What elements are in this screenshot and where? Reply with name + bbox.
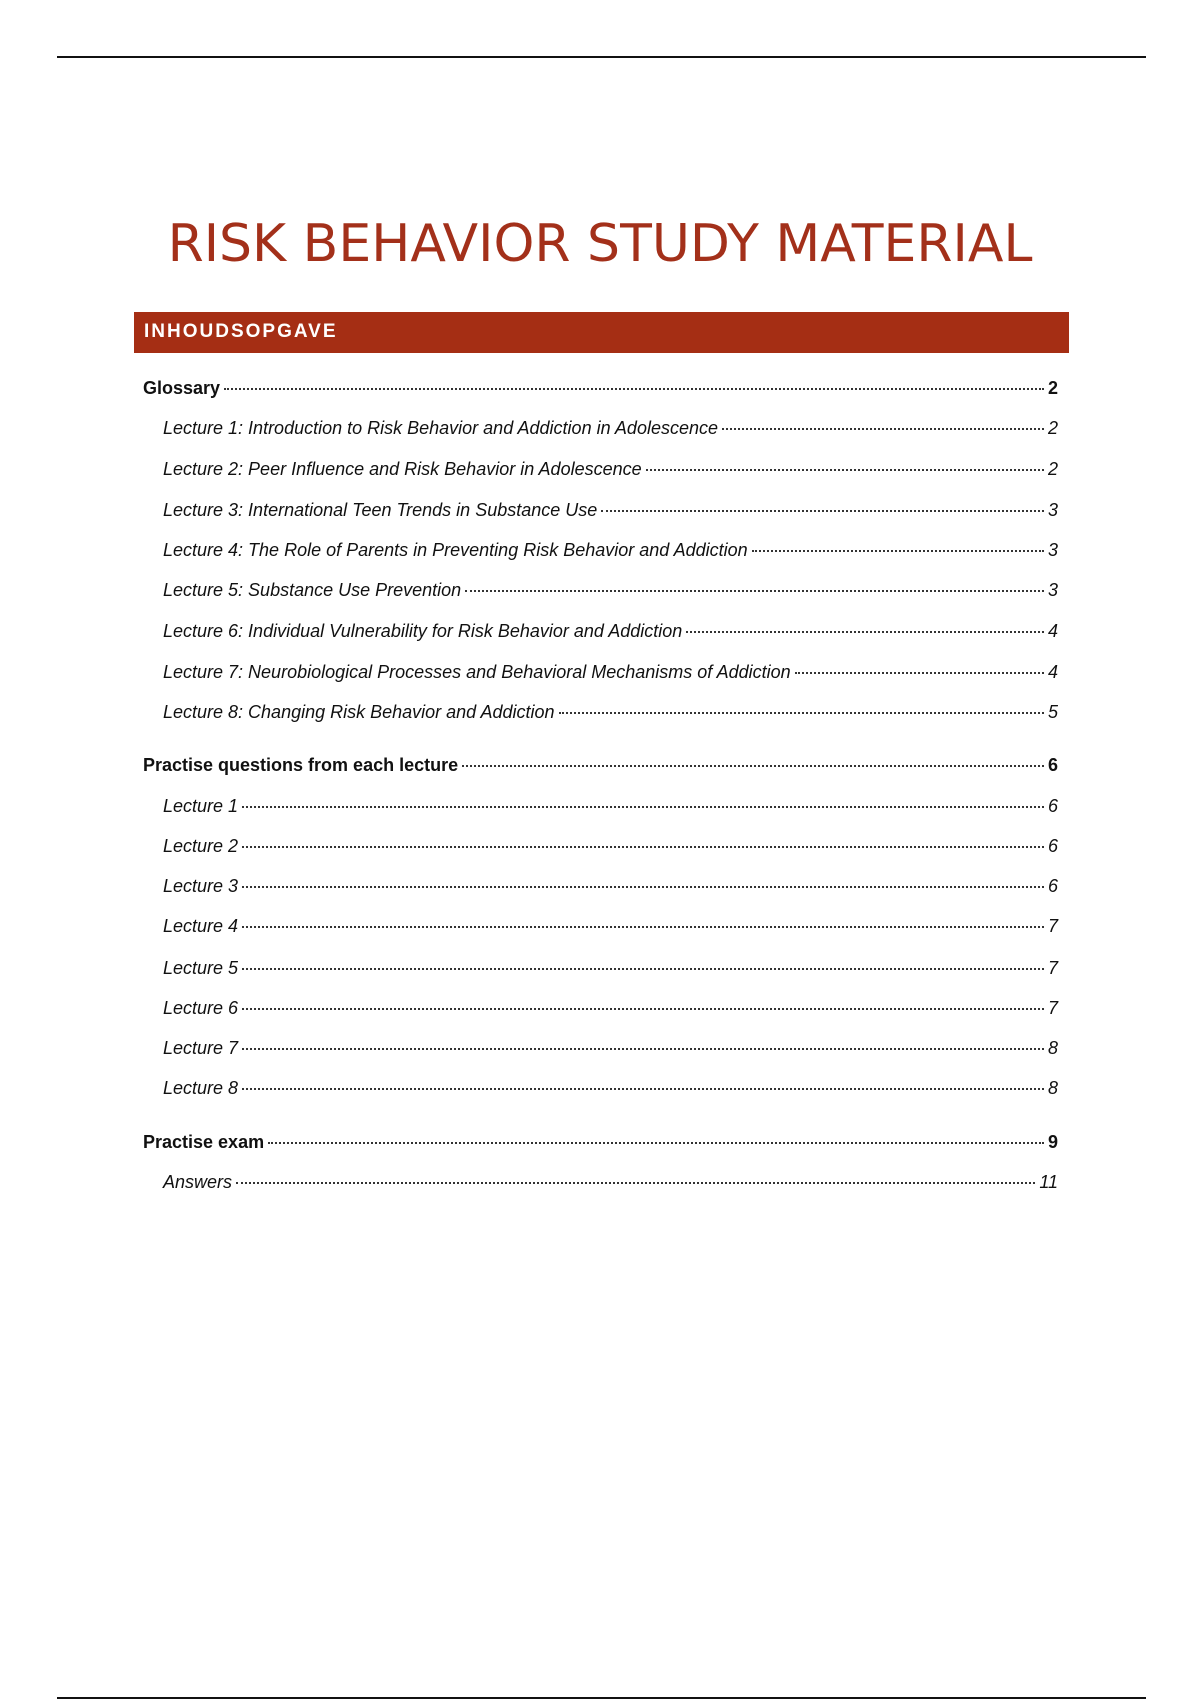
toc-entry-page: 9 xyxy=(1047,1132,1058,1152)
toc-entry-label: Lecture 6 xyxy=(163,998,239,1018)
dot-leader xyxy=(242,846,1044,848)
toc-entry-page: 3 xyxy=(1047,580,1058,600)
dot-leader xyxy=(242,1008,1044,1010)
toc-entry-label: Answers xyxy=(163,1172,233,1192)
toc-entry-label: Lecture 5 xyxy=(163,958,239,978)
toc-entry[interactable]: Lecture 2: Peer Influence and Risk Behav… xyxy=(163,459,1058,483)
toc-entry-label: Lecture 1 xyxy=(163,796,239,816)
toc-entry[interactable]: Glossary 2 xyxy=(143,378,1058,402)
dot-leader xyxy=(462,765,1044,767)
toc-entry-page: 6 xyxy=(1047,836,1058,856)
toc-entry[interactable]: Lecture 6: Individual Vulnerability for … xyxy=(163,621,1058,645)
toc-entry[interactable]: Lecture 1: Introduction to Risk Behavior… xyxy=(163,418,1058,442)
toc-entry[interactable]: Lecture 6 7 xyxy=(163,998,1058,1022)
dot-leader xyxy=(224,388,1044,390)
toc-entry-page: 5 xyxy=(1047,702,1058,722)
toc-entry[interactable]: Lecture 8: Changing Risk Behavior and Ad… xyxy=(163,702,1058,726)
dot-leader xyxy=(242,806,1044,808)
toc-entry[interactable]: Lecture 2 6 xyxy=(163,836,1058,860)
toc-header: INHOUDSOPGAVE xyxy=(144,321,338,342)
dot-leader xyxy=(242,926,1044,928)
toc-entry-page: 7 xyxy=(1047,958,1058,978)
toc-entry-page: 3 xyxy=(1047,500,1058,520)
document-title: RISK BEHAVIOR STUDY MATERIAL xyxy=(167,214,1033,274)
toc-entry[interactable]: Lecture 5 7 xyxy=(163,958,1058,982)
toc-entry-label: Lecture 8 xyxy=(163,1078,239,1098)
toc-entry[interactable]: Practise exam 9 xyxy=(143,1132,1058,1156)
dot-leader xyxy=(242,1048,1044,1050)
dot-leader xyxy=(236,1182,1036,1184)
toc-entry-page: 8 xyxy=(1047,1038,1058,1058)
dot-leader xyxy=(794,672,1044,674)
toc-entry-page: 6 xyxy=(1047,755,1058,775)
toc-entry-page: 11 xyxy=(1039,1172,1058,1192)
toc-entry-label: Lecture 7 xyxy=(163,1038,239,1058)
toc-entry[interactable]: Practise questions from each lecture 6 xyxy=(143,755,1058,779)
toc-entry[interactable]: Lecture 1 6 xyxy=(163,796,1058,820)
toc-entry-label: Lecture 3: International Teen Trends in … xyxy=(163,500,598,520)
dot-leader xyxy=(242,968,1044,970)
toc-header-bar: INHOUDSOPGAVE xyxy=(134,312,1069,353)
toc-entry[interactable]: Answers 11 xyxy=(163,1172,1058,1196)
dot-leader xyxy=(751,550,1044,552)
toc-entry-label: Lecture 2: Peer Influence and Risk Behav… xyxy=(163,459,642,479)
top-rule xyxy=(57,56,1146,58)
toc-entry-label: Lecture 4 xyxy=(163,916,239,936)
toc-entry-page: 2 xyxy=(1047,459,1058,479)
toc-entry-label: Practise exam xyxy=(143,1132,265,1152)
toc-entry-label: Glossary xyxy=(143,378,221,398)
toc-entry-page: 2 xyxy=(1047,418,1058,438)
dot-leader xyxy=(465,590,1044,592)
toc-entry[interactable]: Lecture 5: Substance Use Prevention 3 xyxy=(163,580,1058,604)
toc-entry-label: Lecture 6: Individual Vulnerability for … xyxy=(163,621,683,641)
toc-entry-label: Lecture 8: Changing Risk Behavior and Ad… xyxy=(163,702,555,722)
toc-entry[interactable]: Lecture 8 8 xyxy=(163,1078,1058,1102)
toc-entry-label: Lecture 4: The Role of Parents in Preven… xyxy=(163,540,748,560)
toc-entry-page: 6 xyxy=(1047,876,1058,896)
toc-entry[interactable]: Lecture 4 7 xyxy=(163,916,1058,940)
toc-entry-label: Lecture 2 xyxy=(163,836,239,856)
dot-leader xyxy=(722,428,1044,430)
toc-entry-page: 7 xyxy=(1047,916,1058,936)
toc-entry[interactable]: Lecture 3 6 xyxy=(163,876,1058,900)
dot-leader xyxy=(645,469,1044,471)
toc-entry[interactable]: Lecture 7 8 xyxy=(163,1038,1058,1062)
toc-entry-label: Practise questions from each lecture xyxy=(143,755,459,775)
toc-entry-label: Lecture 7: Neurobiological Processes and… xyxy=(163,662,791,682)
dot-leader xyxy=(558,712,1044,714)
toc-entry-label: Lecture 5: Substance Use Prevention xyxy=(163,580,462,600)
dot-leader xyxy=(242,886,1044,888)
toc-entry-page: 3 xyxy=(1047,540,1058,560)
bottom-rule xyxy=(57,1697,1146,1699)
toc-entry[interactable]: Lecture 7: Neurobiological Processes and… xyxy=(163,662,1058,686)
toc-entry-label: Lecture 1: Introduction to Risk Behavior… xyxy=(163,418,718,438)
dot-leader xyxy=(686,631,1044,633)
toc-entry-page: 4 xyxy=(1047,662,1058,682)
dot-leader xyxy=(268,1142,1044,1144)
toc-entry[interactable]: Lecture 3: International Teen Trends in … xyxy=(163,500,1058,524)
toc-entry-page: 7 xyxy=(1047,998,1058,1018)
dot-leader xyxy=(242,1088,1044,1090)
dot-leader xyxy=(601,510,1044,512)
toc-entry-label: Lecture 3 xyxy=(163,876,239,896)
toc-entry-page: 6 xyxy=(1047,796,1058,816)
toc-entry-page: 8 xyxy=(1047,1078,1058,1098)
toc-entry-page: 2 xyxy=(1047,378,1058,398)
toc-entry[interactable]: Lecture 4: The Role of Parents in Preven… xyxy=(163,540,1058,564)
toc-entry-page: 4 xyxy=(1047,621,1058,641)
